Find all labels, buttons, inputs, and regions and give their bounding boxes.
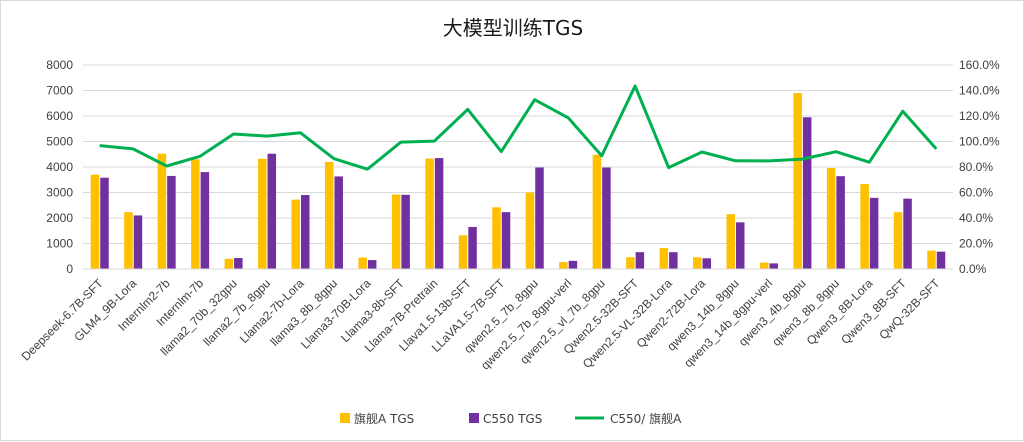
bar-c550 [501, 212, 511, 269]
bar-flagship-a [759, 262, 769, 269]
bar-flagship-a [659, 248, 669, 269]
bar-c550 [200, 172, 210, 269]
y-tick-label: 7000 [46, 84, 73, 98]
y2-tick-label: 60.0% [959, 186, 993, 200]
bar-c550 [301, 195, 310, 269]
bar-flagship-a [258, 158, 267, 269]
y2-tick-label: 20.0% [959, 237, 993, 251]
chart-title: 大模型训练TGS [443, 16, 583, 40]
bar-flagship-a [726, 214, 735, 269]
bar-c550 [769, 263, 778, 269]
bar-flagship-a [358, 257, 367, 269]
bar-flagship-a [90, 174, 100, 269]
y-tick-label: 1000 [46, 237, 73, 251]
y-tick-label: 3000 [46, 186, 73, 200]
y-tick-label: 8000 [46, 58, 73, 72]
y2-tick-label: 80.0% [959, 160, 993, 174]
bar-flagship-a [425, 158, 434, 269]
bar-c550 [468, 226, 477, 269]
bar-c550 [100, 177, 109, 269]
x-axis: Deepseek-6.7B-SFTGLM4_9B-LoraInternlm2-7… [19, 268, 953, 372]
bar-c550 [167, 175, 176, 269]
bar-flagship-a [592, 154, 602, 269]
bar-c550 [367, 260, 377, 269]
bar-flagship-a [291, 199, 300, 269]
bar-flagship-a [324, 161, 334, 269]
bar-flagship-a [793, 93, 802, 269]
bar-c550 [903, 198, 912, 269]
bar-flagship-a [559, 262, 568, 269]
legend-label-flagship-a: 旗舰A TGS [354, 411, 414, 426]
bar-flagship-a [191, 159, 200, 269]
bar-c550 [535, 167, 544, 269]
bar-c550 [434, 158, 444, 269]
bar-c550 [133, 215, 143, 269]
legend-swatch-c550 [469, 413, 479, 423]
bar-c550 [702, 258, 712, 269]
y2-tick-label: 0.0% [959, 262, 987, 276]
bar-c550 [401, 194, 410, 269]
y2-tick-label: 40.0% [959, 211, 993, 225]
bar-flagship-a [458, 235, 468, 269]
bar-flagship-a [860, 184, 869, 269]
line-series-group [99, 84, 938, 171]
left-y-axis: 0 1000 2000 3000 4000 5000 6000 7000 8000 [46, 58, 73, 276]
bar-c550 [869, 197, 879, 269]
y-tick-label: 4000 [46, 160, 73, 174]
bar-c550 [602, 167, 611, 269]
bar-flagship-a [157, 153, 167, 269]
y2-tick-label: 160.0% [959, 58, 1000, 72]
bar-c550 [936, 251, 946, 269]
bar-flagship-a [224, 258, 234, 269]
x-tick-label: QwQ-32B-SFT [876, 276, 942, 342]
bar-series-group [90, 93, 946, 270]
bar-c550 [234, 258, 243, 269]
bar-c550 [334, 176, 343, 269]
legend-label-ratio: C550/ 旗舰A [610, 411, 682, 426]
legend-label-c550: C550 TGS [483, 412, 542, 426]
legend-swatch-flagship-a [340, 413, 350, 423]
bar-flagship-a [492, 207, 501, 269]
bar-flagship-a [927, 250, 936, 269]
gridlines [83, 64, 953, 270]
y2-tick-label: 120.0% [959, 109, 1000, 123]
y-tick-label: 2000 [46, 211, 73, 225]
bar-c550 [267, 153, 277, 269]
bar-flagship-a [391, 194, 401, 269]
legend: 旗舰A TGS C550 TGS C550/ 旗舰A [340, 411, 682, 426]
bar-flagship-a [693, 257, 702, 269]
bar-flagship-a [893, 212, 903, 269]
bar-c550 [568, 260, 578, 269]
bar-c550 [635, 252, 645, 269]
bar-flagship-a [826, 168, 836, 269]
y-tick-label: 5000 [46, 135, 73, 149]
y-tick-label: 6000 [46, 109, 73, 123]
right-y-axis: 0.0% 20.0% 40.0% 60.0% 80.0% 100.0% 120.0% 140.… [959, 58, 1000, 276]
bar-c550 [802, 117, 812, 270]
bar-c550 [736, 222, 745, 269]
bar-c550 [836, 176, 845, 269]
y-tick-label: 0 [66, 262, 73, 276]
bar-flagship-a [525, 192, 535, 269]
bar-flagship-a [124, 212, 133, 269]
y2-tick-label: 140.0% [959, 84, 1000, 98]
ratio-line [99, 84, 938, 171]
bar-flagship-a [626, 257, 635, 269]
y2-tick-label: 100.0% [959, 135, 1000, 149]
bar-c550 [669, 252, 678, 269]
